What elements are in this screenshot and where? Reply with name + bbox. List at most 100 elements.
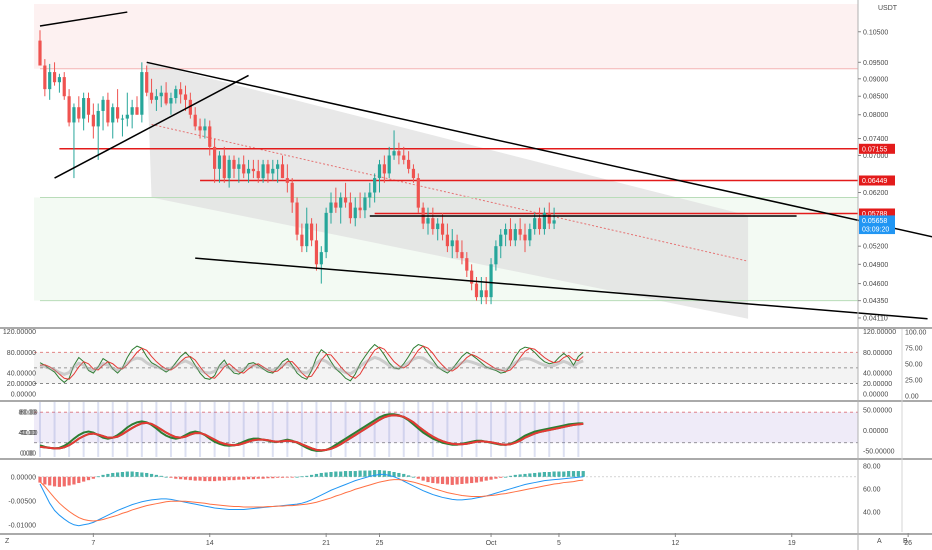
price-tag-label: 0.05658 — [862, 218, 887, 225]
auto-scale-button[interactable]: A — [877, 538, 882, 545]
macd-bar — [232, 476, 236, 481]
candle-body — [547, 212, 551, 224]
candle-body — [276, 164, 280, 169]
wave-bar — [169, 402, 172, 457]
macd-bar — [508, 475, 513, 477]
price-tick-label: 0.04900 — [863, 262, 888, 269]
macd-bar — [213, 476, 217, 482]
macd-bar — [373, 470, 377, 477]
macd-right-tick-label: 60.00 — [863, 487, 881, 494]
main-price-panel[interactable] — [34, 4, 932, 320]
candle-body — [382, 164, 386, 174]
macd-bar — [489, 476, 493, 480]
macd-bar — [557, 471, 561, 477]
macd-bar — [96, 476, 100, 478]
macd-bar — [537, 472, 542, 477]
wave-bar — [533, 402, 536, 457]
candle-body — [533, 218, 537, 230]
wave-bar — [490, 402, 493, 457]
candle-body — [179, 89, 183, 95]
candle-body — [411, 168, 416, 179]
macd-bar — [353, 471, 357, 477]
time-tick-label: 14 — [206, 540, 214, 547]
stoch-rsi-panel[interactable]: 120.00000 80.00000 40.00000 20.00000 0.00000… — [3, 329, 927, 400]
osc-outer-tick-label: 0.00 — [905, 394, 919, 401]
candle-body — [377, 164, 382, 179]
macd-bar — [91, 476, 95, 479]
trendline-1 — [146, 61, 932, 238]
macd-bar — [169, 476, 173, 478]
price-tag-label: 0.06449 — [862, 178, 887, 185]
wave-bar — [388, 402, 391, 457]
candle-body — [319, 252, 323, 265]
candle-body — [431, 218, 435, 230]
wave-bar — [431, 402, 434, 457]
candle-body — [48, 72, 52, 90]
macd-bar — [397, 472, 401, 477]
macd-bar — [130, 471, 134, 477]
time-tick-label: 21 — [322, 540, 330, 547]
candle-body — [271, 168, 275, 174]
macd-bar — [52, 476, 57, 487]
wave-bar — [315, 402, 318, 457]
candle-body — [188, 99, 192, 115]
drawing-tools-icon[interactable]: Z — [5, 538, 10, 545]
price-tick-label: 0.05200 — [863, 244, 888, 251]
macd-bar — [295, 476, 299, 478]
candle-body — [416, 178, 420, 208]
macd-bar — [101, 474, 105, 477]
candle-body — [528, 229, 532, 241]
candle-body — [242, 164, 246, 174]
price-tick-label: 0.10500 — [863, 29, 888, 36]
candle-body — [290, 182, 294, 203]
wave-left-tick-label: 0.00 — [20, 450, 34, 457]
macd-bar — [251, 476, 255, 480]
macd-bar — [43, 476, 47, 485]
wave-bar — [446, 402, 449, 457]
candle-body — [484, 290, 488, 298]
macd-bar — [140, 472, 144, 477]
candle-body — [426, 218, 430, 224]
macd-panel[interactable]: 0.00000 -0.00500 -0.01000 80.00 60.00 40.00 — [8, 464, 880, 530]
macd-bar — [149, 473, 154, 477]
price-tag-label: 0.07155 — [862, 146, 887, 153]
candle-body — [460, 252, 464, 259]
candle-body — [43, 65, 47, 90]
candle-body — [494, 246, 498, 265]
macd-bar — [271, 476, 275, 479]
candle-body — [305, 223, 309, 247]
candle-body — [237, 164, 241, 169]
wave-trend-panel[interactable]: 80.0040.000.0050.000000.00000-50.0000080… — [18, 402, 895, 457]
candle-body — [397, 151, 401, 156]
macd-bar — [314, 473, 319, 477]
candle-body — [348, 202, 352, 219]
osc-inner-tick-label: 80.00 — [18, 410, 36, 417]
macd-bar — [542, 472, 546, 477]
macd-bar — [310, 474, 314, 477]
macd-bar — [445, 476, 449, 485]
macd-bar — [237, 476, 241, 480]
macd-bar — [217, 476, 222, 481]
candle-body — [373, 178, 377, 193]
price-tick-label: 0.04350 — [863, 298, 888, 305]
wave-bar — [111, 402, 114, 457]
log-scale-button[interactable]: B — [903, 538, 908, 545]
candle-body — [203, 126, 207, 131]
candle-body — [387, 155, 391, 174]
macd-bar — [227, 476, 231, 481]
macd-bar — [518, 474, 522, 477]
macd-bar — [499, 476, 503, 478]
regression-channel — [146, 62, 749, 319]
wave-bar — [286, 402, 289, 457]
wave-bar — [53, 402, 56, 457]
time-tick-label: 5 — [557, 540, 561, 547]
price-tick-label: 0.06200 — [863, 190, 888, 197]
wave-bar — [140, 402, 143, 457]
candle-body — [513, 229, 517, 241]
candle-body — [232, 159, 236, 169]
macd-bar — [280, 476, 285, 478]
candle-body — [125, 114, 129, 119]
candle-body — [193, 114, 197, 127]
candle-body — [363, 197, 367, 211]
